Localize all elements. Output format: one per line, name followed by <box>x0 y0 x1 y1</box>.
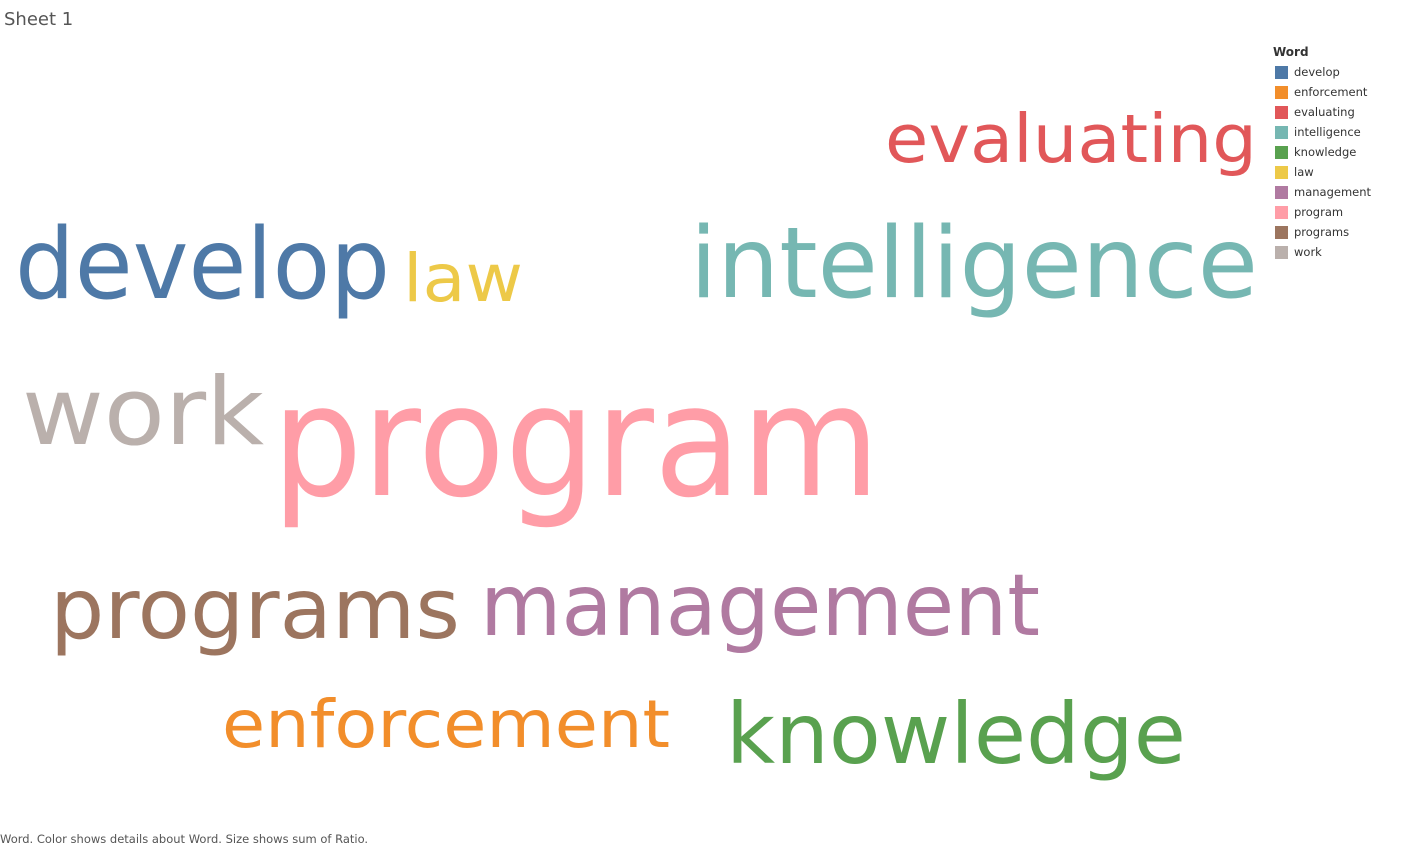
legend: Word develop enforcement evaluating intelli… <box>1273 45 1403 262</box>
legend-swatch <box>1275 125 1288 139</box>
legend-swatch <box>1275 185 1288 199</box>
legend-swatch <box>1275 205 1288 219</box>
legend-swatch <box>1275 105 1288 119</box>
legend-swatch <box>1275 225 1288 239</box>
legend-item-law[interactable]: law <box>1273 162 1403 182</box>
legend-label: evaluating <box>1294 105 1355 119</box>
word-work[interactable]: work <box>22 358 265 467</box>
word-intelligence[interactable]: intelligence <box>690 207 1258 321</box>
word-law[interactable]: law <box>403 240 523 317</box>
legend-item-management[interactable]: management <box>1273 182 1403 202</box>
legend-item-programs[interactable]: programs <box>1273 222 1403 242</box>
legend-items: develop enforcement evaluating intelligence… <box>1273 62 1403 262</box>
legend-label: management <box>1294 185 1372 199</box>
word-develop[interactable]: develop <box>15 208 390 322</box>
legend-label: programs <box>1294 225 1350 239</box>
legend-label: knowledge <box>1294 145 1357 159</box>
word-management[interactable]: management <box>480 556 1040 656</box>
word-enforcement[interactable]: enforcement <box>222 686 670 763</box>
legend-label: enforcement <box>1294 85 1368 99</box>
legend-title: Word <box>1273 45 1309 59</box>
legend-label: work <box>1294 245 1322 259</box>
word-program[interactable]: program <box>272 351 880 532</box>
legend-swatch <box>1275 145 1288 159</box>
legend-item-enforcement[interactable]: enforcement <box>1273 82 1403 102</box>
word-programs[interactable]: programs <box>50 560 460 658</box>
legend-item-intelligence[interactable]: intelligence <box>1273 122 1403 142</box>
word-evaluating[interactable]: evaluating <box>885 100 1257 178</box>
legend-swatch <box>1275 245 1288 259</box>
chart-caption: Word. Color shows details about Word. Si… <box>0 832 369 846</box>
legend-swatch <box>1275 85 1288 99</box>
legend-label: intelligence <box>1294 125 1361 139</box>
word-knowledge[interactable]: knowledge <box>726 685 1186 783</box>
legend-label: develop <box>1294 65 1340 79</box>
legend-swatch <box>1275 65 1288 79</box>
legend-swatch <box>1275 165 1288 179</box>
legend-item-knowledge[interactable]: knowledge <box>1273 142 1403 162</box>
legend-label: program <box>1294 205 1344 219</box>
legend-label: law <box>1294 165 1314 179</box>
sheet-title: Sheet 1 <box>4 9 74 30</box>
legend-item-work[interactable]: work <box>1273 242 1403 262</box>
legend-item-develop[interactable]: develop <box>1273 62 1403 82</box>
legend-item-program[interactable]: program <box>1273 202 1403 222</box>
legend-item-evaluating[interactable]: evaluating <box>1273 102 1403 122</box>
